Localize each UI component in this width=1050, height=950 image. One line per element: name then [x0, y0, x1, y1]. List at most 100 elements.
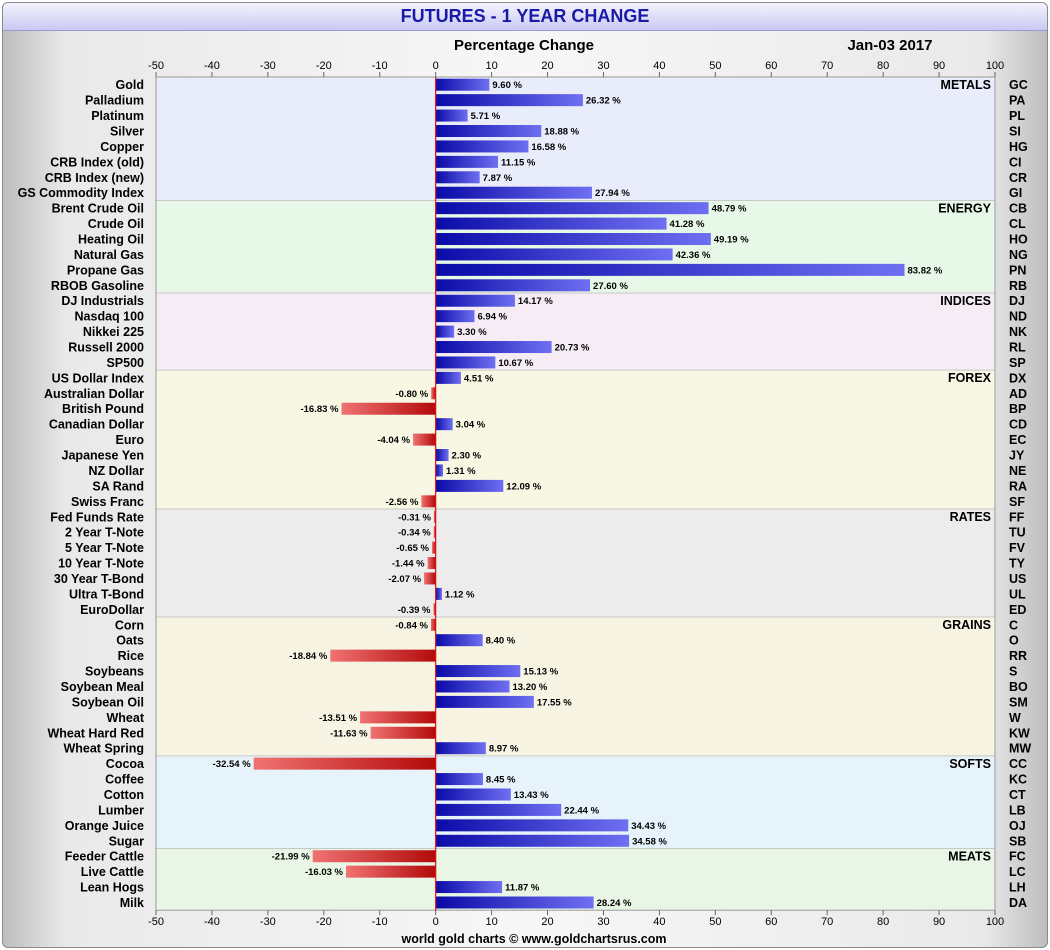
row-label: Lean Hogs	[80, 881, 144, 895]
row-label: Russell 2000	[68, 341, 144, 355]
row-code: PA	[1009, 94, 1025, 108]
bar	[433, 603, 436, 616]
row-code: GI	[1009, 186, 1022, 200]
chart-subtitle: Percentage Change	[454, 37, 594, 54]
row-code: KW	[1009, 726, 1030, 740]
value-label: -4.04 %	[377, 435, 410, 446]
bar	[435, 819, 629, 832]
bar	[435, 248, 673, 261]
row-label: Heating Oil	[78, 233, 144, 247]
row-label: Propane Gas	[67, 263, 144, 277]
group-label: METALS	[941, 78, 991, 92]
title-bar: FUTURES - 1 YEAR CHANGE	[3, 3, 1047, 31]
row-label: Orange Juice	[65, 819, 144, 833]
row-label: 30 Year T-Bond	[54, 572, 144, 586]
value-label: 1.31 %	[446, 466, 476, 477]
group-label: RATES	[950, 510, 991, 524]
row-code: CC	[1009, 757, 1027, 771]
x-tick-label-bottom: 100	[986, 916, 1004, 928]
row-label: Oats	[116, 634, 144, 648]
bar	[435, 665, 521, 678]
row-code: RB	[1009, 279, 1027, 293]
row-code: US	[1009, 572, 1026, 586]
row-code: UL	[1009, 587, 1026, 601]
row-label: Feeder Cattle	[65, 850, 144, 864]
row-code: FV	[1009, 541, 1026, 555]
bar	[435, 695, 534, 708]
x-tick-label-top: 20	[541, 60, 553, 72]
bar	[435, 896, 594, 909]
group-band	[156, 617, 995, 756]
row-code: OJ	[1009, 819, 1026, 833]
row-label: British Pound	[62, 402, 144, 416]
bar	[435, 94, 583, 107]
value-label: -1.44 %	[392, 559, 425, 570]
bar	[424, 572, 436, 585]
bar	[435, 140, 529, 153]
value-label: 8.40 %	[486, 636, 516, 647]
value-label: 10.67 %	[498, 358, 533, 369]
row-code: CL	[1009, 217, 1026, 231]
chart-date: Jan-03 2017	[847, 37, 932, 54]
value-label: 14.17 %	[518, 296, 553, 307]
row-code: C	[1009, 618, 1018, 632]
value-label: 34.43 %	[631, 821, 666, 832]
row-code: FF	[1009, 510, 1025, 524]
x-tick-label-top: 30	[597, 60, 609, 72]
value-label: 9.60 %	[492, 80, 522, 91]
group-label: SOFTS	[949, 757, 991, 771]
value-label: 41.28 %	[670, 219, 705, 230]
row-code: SF	[1009, 495, 1025, 509]
value-label: -13.51 %	[319, 713, 358, 724]
x-tick-label-top: -50	[148, 60, 164, 72]
row-code: HO	[1009, 233, 1028, 247]
row-label: EuroDollar	[80, 603, 144, 617]
value-label: -2.56 %	[386, 497, 419, 508]
group-band	[156, 370, 995, 510]
value-label: 4.51 %	[464, 373, 494, 384]
bar	[435, 680, 510, 693]
bar	[370, 726, 436, 739]
bar	[346, 865, 436, 878]
bar	[312, 850, 436, 863]
bar	[435, 881, 503, 894]
row-label: Milk	[120, 896, 144, 910]
row-label: Soybean Oil	[72, 695, 144, 709]
row-label: 5 Year T-Note	[65, 541, 144, 555]
bar	[435, 294, 515, 307]
group-band	[156, 293, 995, 371]
bar	[413, 433, 436, 446]
row-label: Nasdaq 100	[75, 310, 145, 324]
x-tick-label-top: 80	[877, 60, 889, 72]
row-code: CB	[1009, 202, 1027, 216]
value-label: 12.09 %	[506, 481, 541, 492]
value-label: -0.34 %	[398, 528, 431, 539]
bar	[435, 186, 592, 199]
row-label: CRB Index (new)	[45, 171, 144, 185]
value-label: -0.80 %	[395, 389, 428, 400]
row-label: 2 Year T-Note	[65, 526, 144, 540]
bar	[435, 341, 552, 354]
row-label: Crude Oil	[88, 217, 144, 231]
x-tick-label-bottom: 90	[933, 916, 945, 928]
row-code: O	[1009, 634, 1019, 648]
row-label: SP500	[106, 356, 144, 370]
row-code: RL	[1009, 341, 1026, 355]
row-code: NE	[1009, 464, 1026, 478]
row-label: Swiss Franc	[71, 495, 144, 509]
value-label: 22.44 %	[564, 805, 599, 816]
chart-title: FUTURES - 1 YEAR CHANGE	[400, 6, 650, 26]
value-label: 8.45 %	[486, 775, 516, 786]
bar	[435, 464, 443, 477]
row-label: Platinum	[91, 109, 144, 123]
row-code: JY	[1009, 449, 1025, 463]
value-label: 83.82 %	[907, 265, 942, 276]
value-label: 27.94 %	[595, 188, 630, 199]
row-code: CD	[1009, 418, 1027, 432]
value-label: 15.13 %	[523, 667, 558, 678]
value-label: 34.58 %	[632, 836, 667, 847]
row-label: Cocoa	[106, 757, 145, 771]
row-label: Euro	[116, 433, 145, 447]
x-tick-label-top: 60	[765, 60, 777, 72]
x-tick-label-top: -20	[316, 60, 332, 72]
